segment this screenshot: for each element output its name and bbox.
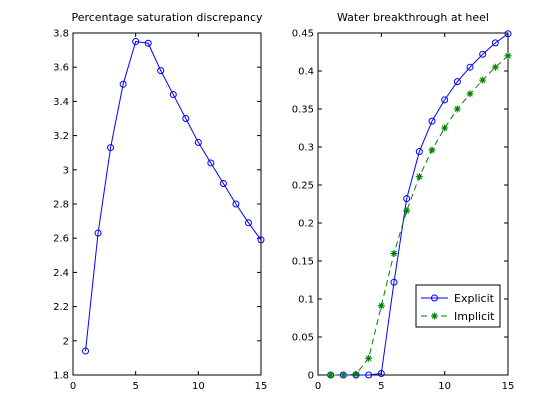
x-tick-label: 10 xyxy=(438,381,451,392)
chart-saturation-discrepancy: Percentage saturation discrepancy 0 5 10 15 1… xyxy=(53,11,267,392)
series-0 xyxy=(82,38,265,355)
data-point xyxy=(403,207,411,215)
y-tick-label: 3.8 xyxy=(53,29,69,40)
data-point xyxy=(504,30,512,38)
data-point xyxy=(479,76,487,84)
data-point xyxy=(479,50,487,58)
y-tick-label: 0.05 xyxy=(292,333,314,344)
data-point xyxy=(441,124,449,132)
chart-water-breakthrough: Water breakthrough at heel 0 5 10 15 0 0.05 0.1… xyxy=(292,11,515,392)
series-implicit xyxy=(327,52,512,379)
data-point xyxy=(144,39,152,47)
series-line xyxy=(85,40,262,352)
data-point xyxy=(453,105,461,113)
y-tick-label: 0.4 xyxy=(298,67,314,78)
data-point xyxy=(82,347,90,355)
data-point xyxy=(132,38,140,46)
data-point xyxy=(491,63,499,71)
data-point xyxy=(428,117,436,125)
axes-box xyxy=(72,32,262,376)
data-point xyxy=(390,278,398,286)
y-tick-label: 1.8 xyxy=(53,371,69,382)
x-tick-label: 15 xyxy=(502,381,515,392)
data-point xyxy=(352,370,360,378)
data-point xyxy=(94,229,102,237)
data-point xyxy=(415,148,423,156)
y-tick-label: 0.15 xyxy=(292,257,314,268)
y-tick-label: 3.2 xyxy=(53,131,69,142)
chart-title: Percentage saturation discrepancy xyxy=(71,11,263,24)
data-point xyxy=(365,371,373,379)
data-point xyxy=(207,159,215,167)
y-tick-label: 3.4 xyxy=(53,97,69,108)
data-point xyxy=(365,354,373,362)
y-tick-label: 0.3 xyxy=(298,143,314,154)
data-point xyxy=(219,179,227,187)
data-point xyxy=(377,369,385,377)
legend-label: Explicit xyxy=(454,292,495,305)
y-tick-label: 0.1 xyxy=(298,295,314,306)
data-point xyxy=(339,371,347,379)
y-tick-label: 0.45 xyxy=(292,29,314,40)
y-tick-label: 2.2 xyxy=(53,302,69,313)
y-tick-label: 3 xyxy=(63,165,69,176)
data-point xyxy=(390,249,398,257)
data-point xyxy=(428,146,436,154)
data-point xyxy=(257,236,265,244)
data-point xyxy=(244,219,252,227)
series-explicit xyxy=(327,30,512,379)
x-tick-label: 15 xyxy=(255,381,268,392)
legend-box xyxy=(415,284,501,328)
y-tick-label: 2.6 xyxy=(53,234,69,245)
data-point xyxy=(327,371,335,379)
x-tick-label: 0 xyxy=(70,381,76,392)
data-point xyxy=(403,195,411,203)
x-tick-label: 5 xyxy=(378,381,384,392)
data-point xyxy=(491,39,499,47)
data-point xyxy=(377,302,385,310)
y-tick-label: 0.35 xyxy=(292,105,314,116)
y-tick-label: 0.2 xyxy=(298,219,314,230)
data-point xyxy=(107,144,115,152)
legend: Explicit Implicit xyxy=(415,284,501,328)
data-point xyxy=(431,294,438,302)
data-point xyxy=(504,52,512,60)
data-point xyxy=(157,67,165,75)
x-tick-label: 5 xyxy=(132,381,138,392)
y-tick-label: 2 xyxy=(63,336,69,347)
y-tick-label: 0.25 xyxy=(292,181,314,192)
data-point xyxy=(441,96,449,104)
y-tick-label: 0 xyxy=(308,371,314,382)
data-point xyxy=(466,90,474,98)
data-point xyxy=(431,312,438,320)
x-tick-label: 0 xyxy=(315,381,321,392)
y-tick-label: 2.8 xyxy=(53,200,69,211)
y-tick-label: 2.4 xyxy=(53,268,69,279)
series-line xyxy=(330,33,509,376)
x-tick-label: 10 xyxy=(192,381,205,392)
data-point xyxy=(415,173,423,181)
y-tick-label: 3.6 xyxy=(53,63,69,74)
data-point xyxy=(232,200,240,208)
data-point xyxy=(119,80,127,88)
data-point xyxy=(182,115,190,122)
data-point xyxy=(466,63,474,71)
data-point xyxy=(194,138,202,146)
chart-title: Water breakthrough at heel xyxy=(337,11,489,24)
data-point xyxy=(453,78,461,86)
data-point xyxy=(169,91,177,99)
legend-label: Implicit xyxy=(454,310,495,323)
